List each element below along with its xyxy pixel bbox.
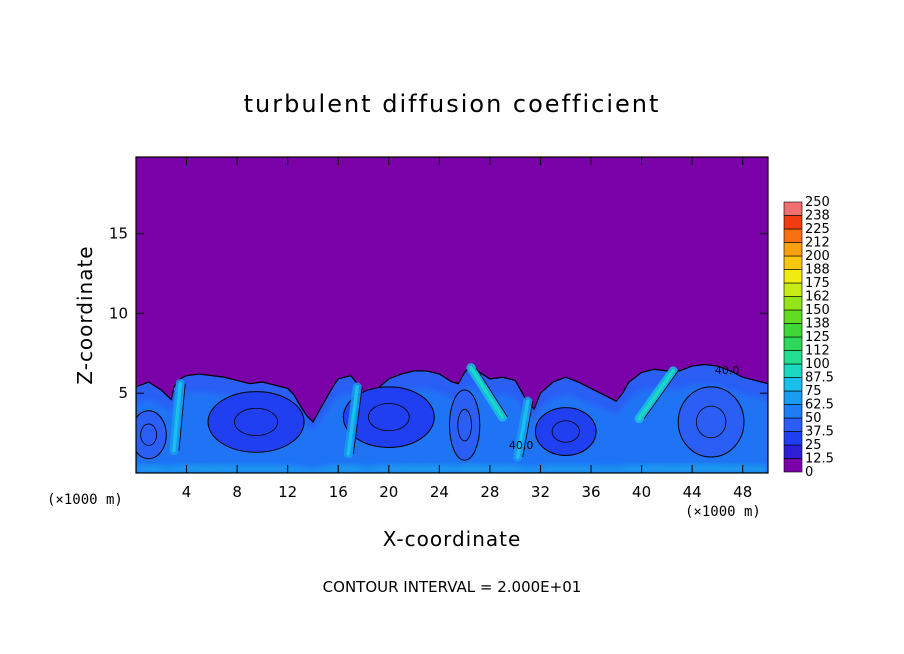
colorbar-tick-label: 75 (805, 384, 822, 399)
eddy-core (342, 386, 435, 448)
colorbar-tick-label: 188 (805, 263, 830, 278)
colorbar-swatch (783, 431, 803, 446)
colorbar-tick-label: 12.5 (805, 452, 834, 467)
colorbar-swatch (783, 255, 803, 270)
colorbar-tick-label: 238 (805, 209, 830, 224)
colorbar-swatch (783, 215, 803, 230)
eddy-core (207, 391, 305, 453)
colorbar-swatch (783, 417, 803, 432)
eddy-contour (695, 405, 727, 439)
z-tick-label: 15 (109, 225, 128, 243)
plume-core (469, 365, 505, 419)
z-tick-label: 10 (109, 304, 128, 322)
eddy-contour (457, 408, 472, 442)
colorbar-tick-label: 50 (805, 411, 822, 426)
contour-interval-label: CONTOUR INTERVAL = 2.000E+01 (323, 578, 582, 596)
colorbar-swatch (783, 228, 803, 243)
colorbar-swatch (783, 242, 803, 257)
colorbar-swatch (783, 350, 803, 365)
x-tick-label: 12 (278, 483, 297, 501)
colorbar-tick-label: 100 (805, 357, 830, 372)
eddy-contour (551, 420, 580, 443)
eddy-core (448, 389, 481, 461)
plume-contour (522, 401, 534, 458)
plume-core (172, 381, 182, 453)
colorbar-tick-label: 250 (805, 195, 830, 210)
x-tick-label: 4 (182, 483, 192, 501)
colorbar-swatch (783, 404, 803, 419)
z-axis-unit: (×1000 m) (47, 492, 123, 508)
x-axis-unit: (×1000 m) (685, 504, 761, 520)
x-tick-label: 32 (531, 483, 550, 501)
plume-core (637, 369, 675, 421)
colorbar-swatch (783, 282, 803, 297)
x-axis-ticks: 4 8 12 16 20 24 28 32 36 40 44 48 (182, 157, 752, 501)
plot-area: 40.0 40.0 (135, 156, 769, 474)
colorbar-tick-label: 125 (805, 330, 830, 345)
eddy-core (136, 410, 167, 460)
x-tick-label: 48 (733, 483, 752, 501)
colorbar-tick-label: 37.5 (805, 425, 834, 440)
colorbar-tick-label: 150 (805, 303, 830, 318)
x-tick-label: 16 (329, 483, 348, 501)
colorbar-swatch (783, 363, 803, 378)
colorbar-tick-label: 225 (805, 222, 830, 237)
x-tick-label: 24 (430, 483, 449, 501)
colorbar-swatch (783, 201, 803, 216)
colorbar-tick-label: 162 (805, 290, 830, 305)
x-tick-label: 8 (232, 483, 242, 501)
colorbar-swatch (783, 377, 803, 392)
colorbar-swatch (783, 309, 803, 324)
plume-contour (178, 383, 186, 451)
colorbar-tick-label: 62.5 (805, 398, 834, 413)
surface-layer (136, 464, 768, 473)
colorbar: 012.52537.55062.57587.510011212513815016… (783, 195, 834, 480)
eddy-core (677, 386, 745, 458)
colorbar-tick-label: 25 (805, 438, 822, 453)
eddy-contour (140, 423, 158, 446)
z-axis-ticks: 5 10 15 (109, 225, 768, 402)
plume-contour (475, 367, 508, 418)
colorbar-tick-label: 112 (805, 344, 830, 359)
colorbar-tick-label: 212 (805, 236, 830, 251)
x-tick-label: 28 (480, 483, 499, 501)
plume-core (346, 385, 359, 456)
contour-label: 40.0 (715, 364, 740, 377)
colorbar-swatch (783, 458, 803, 473)
plot-frame (135, 156, 769, 474)
x-tick-label: 40 (632, 483, 651, 501)
colorbar-swatch (783, 336, 803, 351)
x-axis-label: X-coordinate (383, 527, 522, 551)
plume-core (515, 399, 530, 459)
x-tick-label: 44 (683, 483, 702, 501)
colorbar-swatch (783, 323, 803, 338)
plume-contour (352, 386, 363, 454)
colorbar-swatch (783, 296, 803, 311)
x-tick-label: 36 (581, 483, 600, 501)
colorbar-tick-label: 0 (805, 465, 813, 480)
colorbar-tick-label: 87.5 (805, 371, 834, 386)
z-axis-label: Z-coordinate (73, 245, 97, 384)
boundary-layer-field: 40.0 40.0 (136, 363, 768, 473)
colorbar-tick-label: 138 (805, 317, 830, 332)
colorbar-swatch (783, 444, 803, 459)
eddy-core (534, 407, 597, 456)
eddy-contour (367, 403, 410, 432)
x-tick-label: 20 (379, 483, 398, 501)
plume-contour (643, 370, 679, 419)
colorbar-tick-label: 175 (805, 276, 830, 291)
eddy-contour (234, 407, 279, 436)
chart-title: turbulent diffusion coefficient (244, 90, 661, 118)
contour-label: 40.0 (509, 439, 534, 452)
colorbar-swatch (783, 390, 803, 405)
colorbar-tick-label: 200 (805, 249, 830, 264)
colorbar-swatch (783, 269, 803, 284)
z-tick-label: 5 (118, 384, 128, 402)
